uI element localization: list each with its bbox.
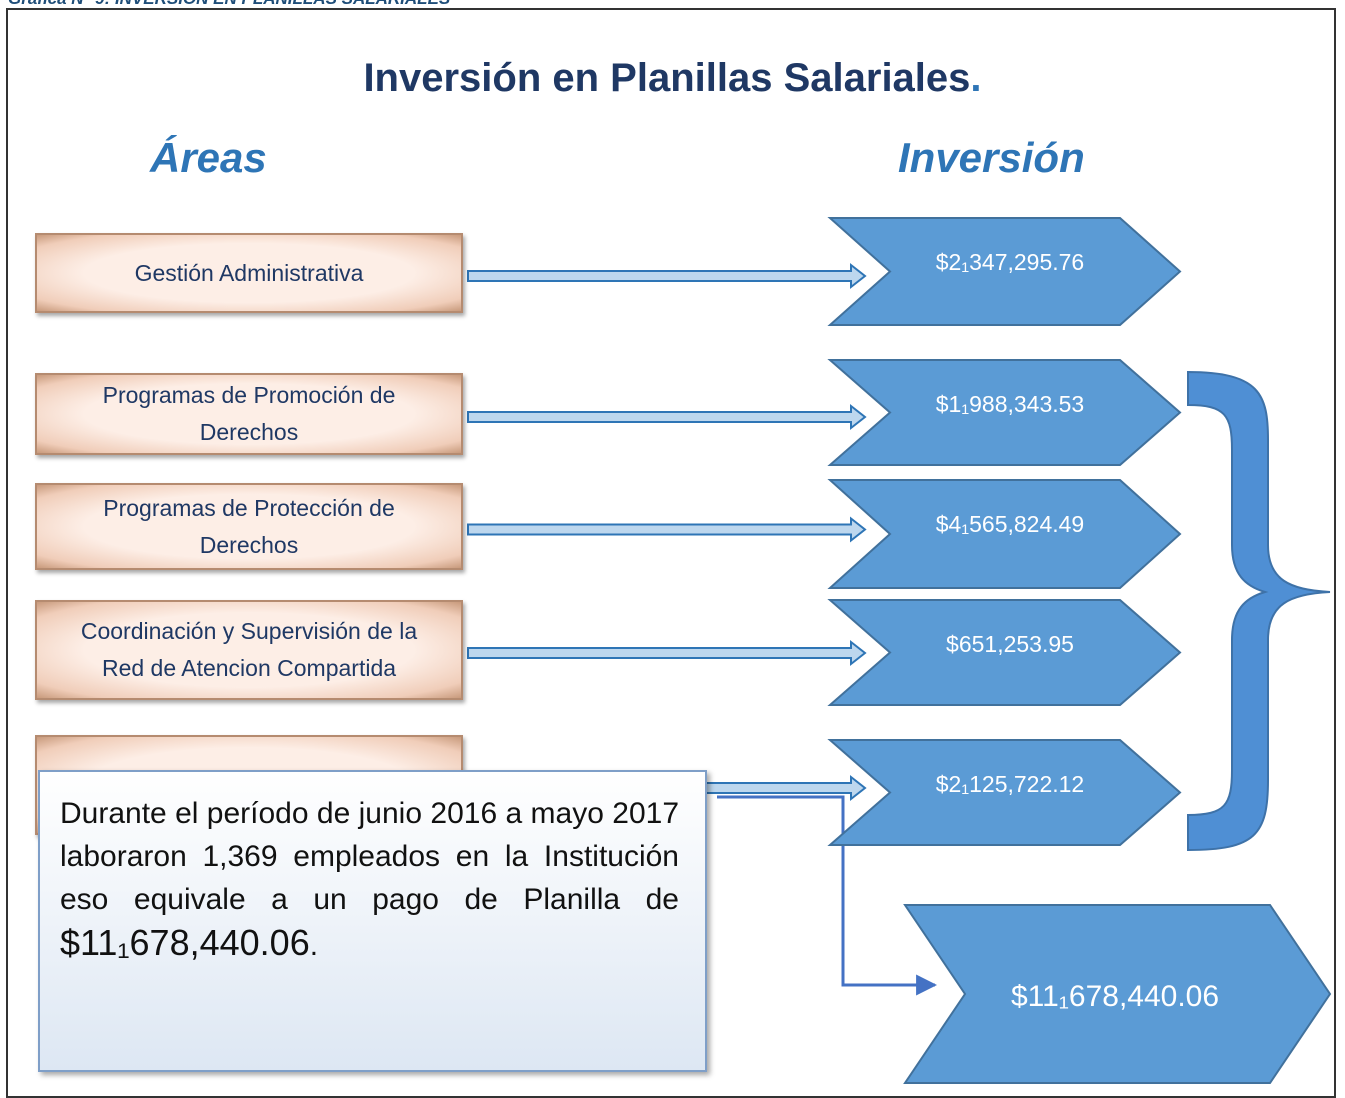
caption: Gráfica N° 9: INVERSIÓN EN PLANILLAS SAL…: [8, 0, 450, 9]
area-box: Programas de Protección de Derechos: [35, 483, 463, 570]
amount-chevron: [827, 739, 1182, 846]
total-amount: $11₁678,440.06: [1011, 980, 1219, 1013]
amount: $1₁988,343.53: [936, 391, 1084, 417]
amount: $2₁125,722.12: [936, 771, 1084, 797]
title-text: Inversión en Planillas Salariales: [363, 56, 971, 100]
note-end: .: [309, 929, 319, 962]
arrow: [467, 516, 867, 543]
note-text: Durante el período de junio 2016 a mayo …: [60, 797, 679, 916]
amount-chevron: [827, 359, 1182, 466]
area-box: Gestión Administrativa: [35, 233, 463, 313]
area-box: Programas de Promoción de Derechos: [35, 373, 463, 455]
amount-chevron: [827, 217, 1182, 326]
amount: $2₁347,295.76: [936, 249, 1084, 275]
arrow: [467, 262, 867, 290]
connector: [717, 795, 938, 996]
amount-chevron: [827, 479, 1182, 589]
total-chevron: [903, 904, 1332, 1084]
brace: [1187, 370, 1331, 852]
amount-chevron: [827, 599, 1182, 706]
arrow: [467, 639, 867, 667]
area-box: Coordinación y Supervisión de la Red de …: [35, 600, 463, 700]
title: Inversión en Planillas Salariales.: [0, 56, 1345, 101]
amount: $4₁565,824.49: [936, 511, 1084, 537]
amount: $651,253.95: [946, 631, 1074, 657]
note: Durante el período de junio 2016 a mayo …: [38, 770, 707, 1072]
investment-heading: Inversión: [898, 134, 1085, 181]
title-period: .: [970, 56, 982, 100]
areas-heading: Áreas: [150, 134, 267, 181]
arrow: [467, 403, 867, 431]
note-amount: $11₁678,440.06: [60, 922, 310, 963]
